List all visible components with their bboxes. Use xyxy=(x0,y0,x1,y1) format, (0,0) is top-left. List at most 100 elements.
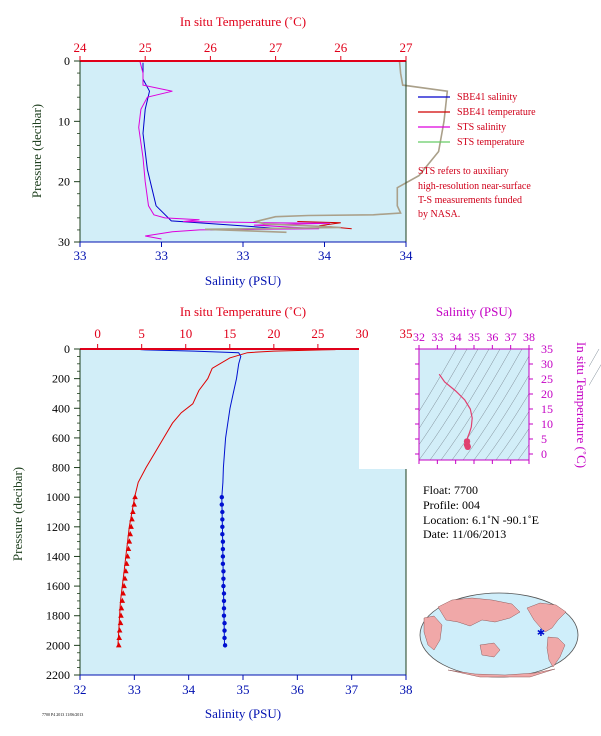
temperature-marker xyxy=(122,575,128,581)
full-profile-salinity-tick-label: 36 xyxy=(291,682,305,697)
ts-right-mask xyxy=(529,339,589,469)
sts-note-line-4: by NASA. xyxy=(418,209,460,220)
full-profile-plot-area xyxy=(80,349,406,675)
full-profile-temperature-tick-label: 0 xyxy=(94,326,101,341)
full-profile-line-temperature xyxy=(117,348,336,646)
full-profile-salinity-ticks: 32 33 34 35 36 37 38 xyxy=(74,675,413,697)
near-surface-temperature-tick-label: 24 xyxy=(74,40,88,55)
ts-temperature-tick-label: 25 xyxy=(541,372,553,386)
ts-density-contour xyxy=(462,348,534,461)
temperature-marker xyxy=(127,531,134,537)
near-surface-salinity-tick-label: 33 xyxy=(74,248,87,263)
temperature-marker xyxy=(125,545,132,552)
full-profile-temperature-tick-label: 30 xyxy=(355,326,368,341)
full-profile-pressure-tick-label: 2200 xyxy=(46,668,70,682)
ts-temperature-tick-label: 35 xyxy=(541,342,553,356)
location: Location: 6.1˚N -90.1˚E xyxy=(423,513,539,527)
full-profile-salinity-tick-label: 35 xyxy=(237,682,250,697)
ts-density-contour xyxy=(418,348,490,461)
full-profile-salinity-tick-label: 33 xyxy=(128,682,141,697)
near-surface-temperature-ticks: 24 25 26 27 26 27 xyxy=(74,40,413,61)
near-surface-top-axis-title: In situ Temperature (˚C) xyxy=(180,14,306,29)
temperature-marker xyxy=(121,582,127,589)
legend-entry-sbe41-temperature: SBE41 temperature xyxy=(457,107,536,118)
ts-salinity-tick-label: 33 xyxy=(431,330,443,344)
ts-density-contour xyxy=(440,348,512,461)
salinity-marker xyxy=(220,509,225,515)
float-info: Float: 7700 Profile: 004 Location: 6.1˚N… xyxy=(423,483,539,541)
full-profile-pressure-tick-label: 400 xyxy=(52,401,70,415)
full-profile-pressure-tick-label: 1400 xyxy=(46,549,70,563)
near-surface-salinity-tick-label: 34 xyxy=(400,248,414,263)
near-surface-bottom-axis-title: Salinity (PSU) xyxy=(205,273,281,288)
salinity-marker xyxy=(221,569,226,574)
near-surface-temperature-tick-label: 26 xyxy=(204,40,218,55)
map-north-america xyxy=(526,602,567,633)
ts-salinity-tick-label: 32 xyxy=(413,330,425,344)
sts-note-line-3: T-S measurements funded xyxy=(418,195,522,206)
salinity-marker xyxy=(220,532,225,537)
ts-density-contour xyxy=(451,348,523,461)
full-profile-line-salinity xyxy=(137,348,242,646)
float-position-marker: ✱ xyxy=(537,628,545,639)
near-surface-series-sbe41-salinity xyxy=(142,62,282,231)
date: Date: 11/06/2013 xyxy=(423,527,506,541)
full-profile-salinity-tick-label: 32 xyxy=(74,682,87,697)
salinity-marker xyxy=(222,620,227,626)
ts-salinity-tick-label: 38 xyxy=(523,330,535,344)
ts-salinity-tick-label: 36 xyxy=(486,330,498,344)
salinity-marker xyxy=(221,613,227,618)
temperature-marker xyxy=(131,501,137,507)
near-surface-left-axis-title: Pressure (decibar) xyxy=(29,104,44,198)
salinity-marker xyxy=(221,606,227,611)
legend-entry-sbe41-salinity: SBE41 salinity xyxy=(457,92,517,103)
salinity-marker xyxy=(221,598,227,604)
full-profile-top-axis-title: In situ Temperature (˚C) xyxy=(180,304,306,319)
near-surface-pressure-ticks: 0 10 20 30 xyxy=(58,54,80,249)
near-surface-temperature-tick-label: 26 xyxy=(334,40,348,55)
salinity-marker xyxy=(220,524,225,530)
near-surface-series-sts-temperature xyxy=(204,60,449,234)
temperature-marker xyxy=(126,538,133,544)
full-profile-temperature-tick-label: 10 xyxy=(179,326,192,341)
temperature-marker xyxy=(130,508,136,514)
ts-density-contour xyxy=(429,348,501,461)
salinity-marker xyxy=(221,591,227,596)
ts-salinity-tick-label: 37 xyxy=(505,330,517,344)
salinity-marker xyxy=(220,546,226,552)
temperature-marker xyxy=(117,619,124,626)
full-profile-salinity-tick-label: 37 xyxy=(345,682,359,697)
full-profile-pressure-tick-label: 0 xyxy=(64,342,70,356)
profile-number: Profile: 004 xyxy=(423,498,480,512)
map-eurasia xyxy=(437,597,521,627)
full-profile-salinity-tick-label: 38 xyxy=(400,682,413,697)
salinity-marker xyxy=(220,554,226,559)
ts-deep-point xyxy=(464,443,471,450)
ts-temperature-tick-label: 15 xyxy=(541,402,553,416)
near-surface-temperature-tick-label: 27 xyxy=(269,40,283,55)
map-australia xyxy=(479,642,501,658)
salinity-marker xyxy=(220,561,226,567)
temperature-marker xyxy=(128,523,134,529)
ts-plot-area xyxy=(419,349,529,460)
full-profile-temperature-tick-label: 25 xyxy=(311,326,324,341)
ts-salinity-tick-label: 34 xyxy=(450,330,462,344)
salinity-marker xyxy=(220,539,226,544)
ts-top-axis-title: Salinity (PSU) xyxy=(436,304,512,319)
near-surface-salinity-tick-label: 34 xyxy=(318,248,332,263)
salinity-marker xyxy=(220,517,225,522)
full-profile-pressure-ticks: 0 200 400 600 800 1000 1200 1400 1600 1800 2000 220… xyxy=(46,342,80,682)
salinity-marker xyxy=(222,643,228,648)
near-surface-legend: SBE41 salinity SBE41 temperature STS sal… xyxy=(418,92,536,148)
map-south-america xyxy=(546,636,566,668)
salinity-marker xyxy=(222,635,227,641)
salinity-marker xyxy=(219,494,225,500)
salinity-marker xyxy=(222,628,227,633)
sts-note-line-2: high-resolution near-surface xyxy=(418,181,531,192)
legend-entry-sts-salinity: STS salinity xyxy=(457,122,506,133)
full-profile-pressure-tick-label: 1600 xyxy=(46,579,70,593)
ts-temperature-tick-label: 5 xyxy=(541,432,547,446)
sts-note-line-1: STS refers to auxiliary xyxy=(418,166,509,177)
sts-note: STS refers to auxiliary high-resolution … xyxy=(418,166,531,220)
